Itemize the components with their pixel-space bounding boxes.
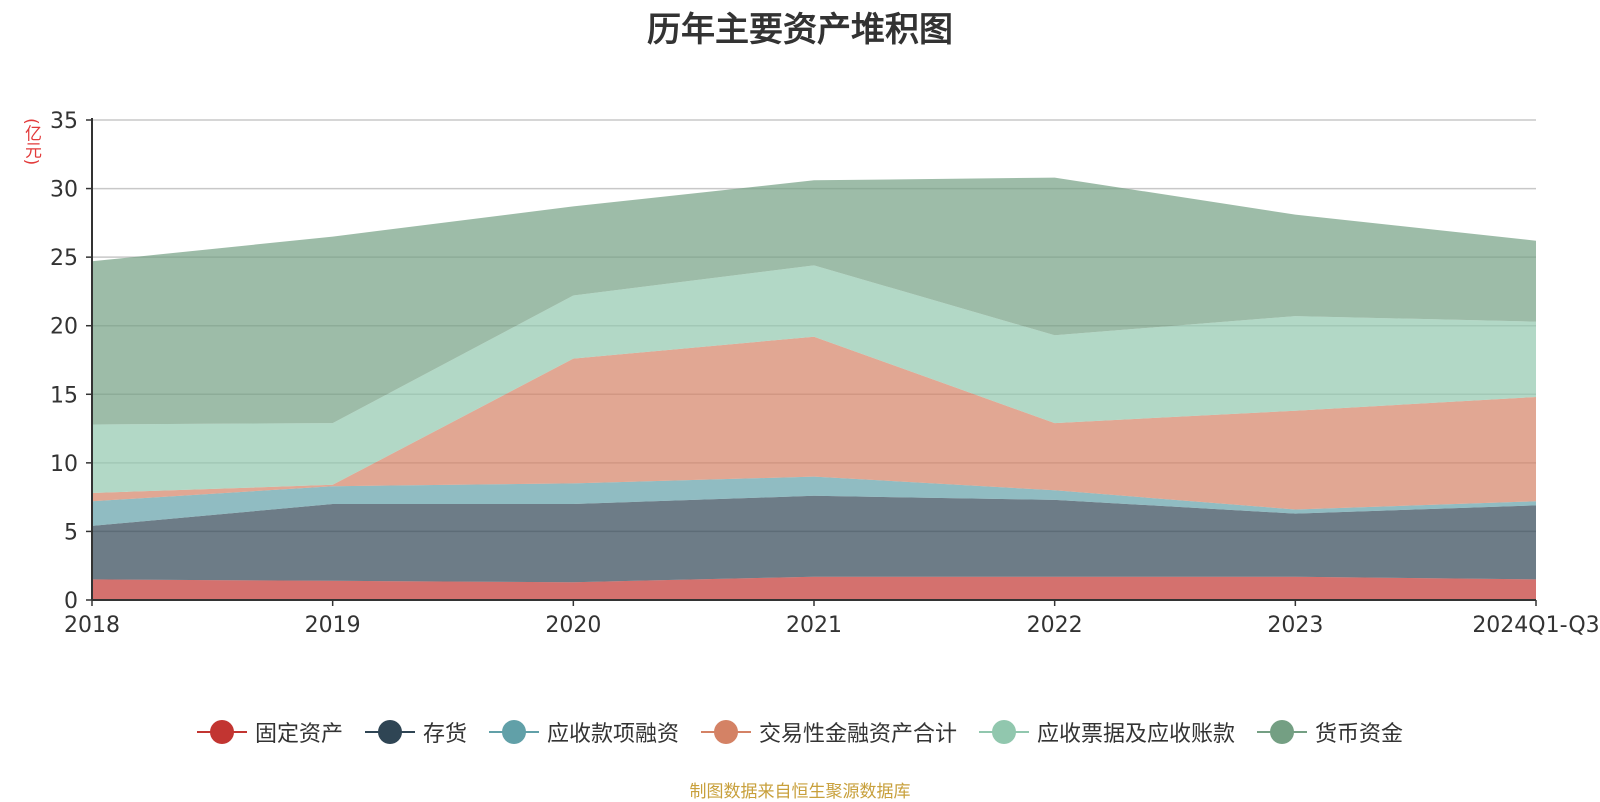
area-series-5	[92, 265, 1536, 493]
legend-item[interactable]: 交易性金融资产合计	[701, 716, 957, 748]
chart-title: 历年主要资产堆积图	[647, 10, 953, 50]
legend-marker-dot	[209, 720, 234, 744]
legend-item[interactable]: 应收票据及应收账款	[979, 716, 1235, 748]
axes: 0 5 10 15 20 25 30 35 2018 2019 2020 2021 2022 2023 20…	[50, 109, 1600, 638]
y-tick-label: 0	[64, 589, 78, 614]
y-tick-label: 5	[64, 520, 78, 545]
legend-label: 存货	[422, 722, 467, 747]
legend-marker	[979, 720, 1030, 744]
legend-label: 固定资产	[254, 722, 343, 747]
legend-item[interactable]: 应收款项融资	[488, 716, 679, 748]
y-tick-label: 10	[50, 452, 78, 477]
legend-label: 应收票据及应收账款	[1037, 722, 1236, 747]
stacked-area-chart: 0 5 10 15 20 25 30 35 2018 2019 2020 2021 2022 2023 20…	[50, 109, 1600, 638]
y-tick-label: 25	[50, 246, 78, 271]
legend-marker	[364, 720, 415, 744]
x-tick-label: 2024Q1-Q3	[1472, 613, 1599, 638]
source-note: 制图数据来自恒生聚源数据库	[689, 782, 911, 802]
x-tick-label: 2023	[1267, 613, 1323, 638]
legend-marker	[701, 720, 751, 744]
x-tick-label: 2020	[545, 613, 601, 638]
area-series-2	[92, 495, 1536, 583]
legend-item[interactable]: 存货	[364, 716, 467, 748]
area-series-3	[92, 476, 1536, 526]
legend-marker	[196, 720, 247, 744]
area-series-layer	[92, 177, 1536, 600]
y-tick-label: 15	[50, 383, 78, 408]
legend-label: 交易性金融资产合计	[759, 722, 958, 747]
y-axis-unit-label: (亿元)	[21, 118, 41, 166]
legend-marker-dot	[501, 720, 526, 744]
x-tick-label: 2019	[305, 613, 361, 638]
y-tick-label: 30	[50, 178, 78, 203]
legend-marker	[1257, 720, 1308, 744]
x-tick-label: 2022	[1027, 613, 1083, 638]
legend-label: 货币资金	[1315, 722, 1404, 747]
legend: 固定资产 存货 应收款项融资 交易性金融资产合计 应收票据及应收账款 货币资金	[0, 716, 1600, 748]
legend-marker-dot	[714, 720, 738, 744]
area-series-4	[92, 336, 1536, 510]
x-tick-label: 2018	[64, 613, 120, 638]
legend-marker-dot	[377, 720, 402, 744]
area-series-1	[92, 576, 1536, 600]
legend-marker-dot	[1270, 720, 1295, 744]
y-tick-label: 20	[50, 315, 78, 340]
legend-label: 应收款项融资	[546, 722, 679, 747]
legend-marker-dot	[992, 720, 1017, 744]
y-tick-label: 35	[50, 109, 78, 134]
x-tick-label: 2021	[786, 613, 842, 638]
legend-item[interactable]: 货币资金	[1257, 716, 1403, 748]
legend-item[interactable]: 固定资产	[196, 716, 343, 748]
legend-marker	[488, 720, 539, 744]
area-series-6	[92, 177, 1536, 425]
